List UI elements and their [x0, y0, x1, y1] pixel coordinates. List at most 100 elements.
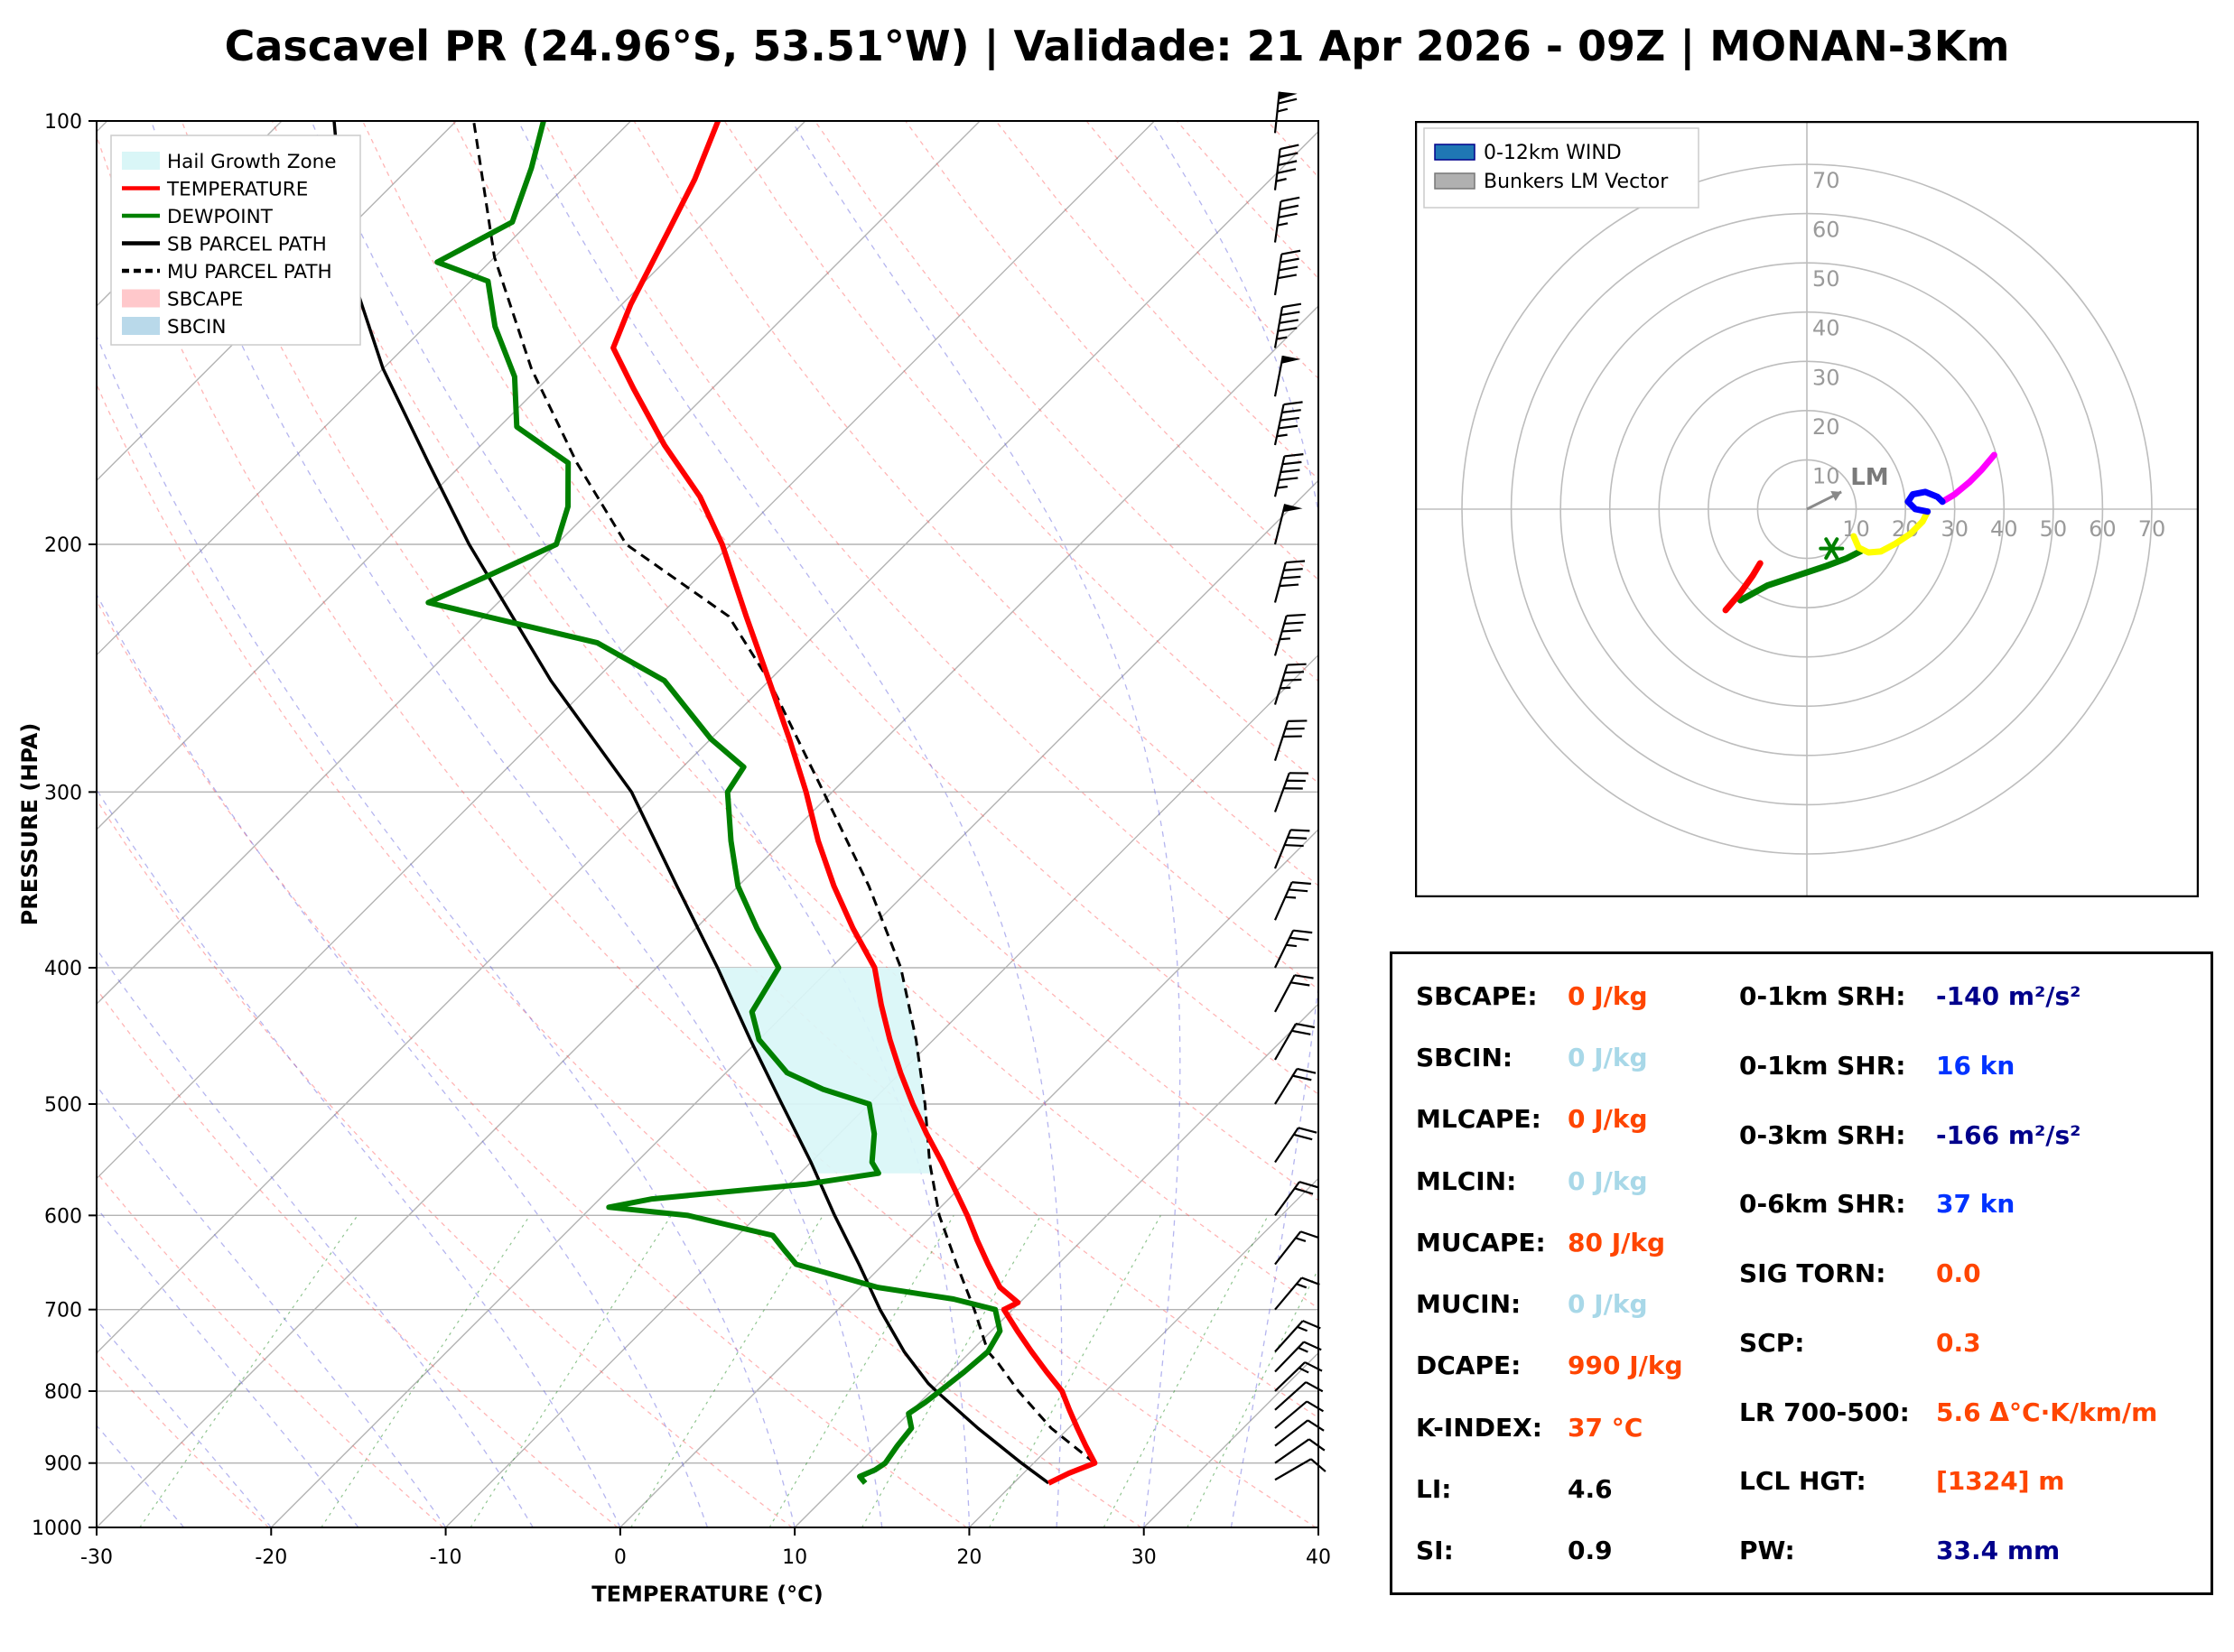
index-value: 37 kn — [1936, 1189, 2015, 1220]
hodo-segment-3-6km — [1850, 508, 1931, 556]
moist-adiabat — [517, 121, 1063, 1527]
sb-parcel-line — [332, 121, 1050, 1485]
svg-text:30: 30 — [1941, 516, 1969, 542]
hodograph-legend: 0-12km WIND Bunkers LM Vector — [1423, 127, 1699, 209]
dry-adiabat — [271, 121, 1318, 1310]
index-value: 37 °C — [1568, 1412, 1643, 1443]
svg-text:TEMPERATURE: TEMPERATURE — [166, 179, 308, 201]
svg-text:500: 500 — [44, 1094, 82, 1117]
svg-text:MU PARCEL PATH: MU PARCEL PATH — [167, 261, 332, 283]
index-row: 0-1km SHR: 16 kn — [1739, 1051, 2203, 1081]
indices-left-column: SBCAPE: 0 J/kg SBCIN: 0 J/kg MLCAPE: 0 J/kg ML… — [1416, 981, 1739, 1565]
svg-text:30: 30 — [1812, 365, 1840, 390]
index-label: SBCIN: — [1416, 1043, 1513, 1073]
dewpoint-line — [425, 121, 1003, 1485]
index-value: 0 J/kg — [1568, 1165, 1648, 1196]
mixing-ratio-line — [1187, 1267, 1318, 1527]
dry-adiabat — [452, 121, 1318, 1095]
svg-text:0-12km WIND: 0-12km WIND — [1484, 142, 1622, 164]
svg-text:400: 400 — [44, 958, 82, 980]
index-label: LI: — [1416, 1473, 1452, 1504]
chart-title: Cascavel PR (24.96°S, 53.51°W) | Validad… — [224, 22, 2010, 70]
temperature-axis-label: TEMPERATURE (°C) — [591, 1582, 824, 1607]
svg-text:300: 300 — [44, 782, 82, 804]
index-row: SI: 0.9 — [1416, 1536, 1739, 1565]
index-row: SBCIN: 0 J/kg — [1416, 1043, 1739, 1072]
svg-text:600: 600 — [44, 1205, 82, 1228]
svg-text:-30: -30 — [80, 1546, 113, 1569]
svg-text:DEWPOINT: DEWPOINT — [167, 206, 274, 228]
svg-text:Bunkers LM Vector: Bunkers LM Vector — [1484, 171, 1669, 193]
mixing-ratio-line — [139, 1215, 358, 1527]
skewt-profiles — [332, 121, 1098, 1486]
svg-text:40: 40 — [1812, 316, 1840, 341]
index-row: LI: 4.6 — [1416, 1474, 1739, 1504]
svg-text:SB PARCEL PATH: SB PARCEL PATH — [167, 234, 327, 256]
svg-text:50: 50 — [2040, 516, 2068, 542]
index-row: MUCIN: 0 J/kg — [1416, 1289, 1739, 1319]
indices-right-column: 0-1km SRH: -140 m²/s² 0-1km SHR: 16 kn 0-3km… — [1739, 981, 2203, 1565]
index-value: 33.4 mm — [1936, 1536, 2061, 1565]
svg-text:SBCIN: SBCIN — [167, 316, 226, 339]
index-label: LCL HGT: — [1739, 1466, 1866, 1497]
svg-text:30: 30 — [1131, 1546, 1157, 1569]
hodograph-trace — [1722, 451, 1997, 614]
svg-text:0: 0 — [614, 1546, 627, 1569]
dry-adiabat — [543, 121, 1318, 990]
dry-adiabat — [633, 121, 1318, 886]
temperature-line — [610, 121, 1098, 1486]
index-label: MLCAPE: — [1416, 1104, 1541, 1135]
moist-adiabat — [97, 593, 709, 1527]
index-value: 0 J/kg — [1568, 1043, 1648, 1073]
index-row: LR 700-500: 5.6 Δ°C·K/km/m — [1739, 1397, 2203, 1427]
index-value: 0.0 — [1936, 1258, 1981, 1288]
index-label: K-INDEX: — [1416, 1412, 1542, 1443]
svg-text:60: 60 — [2089, 516, 2117, 542]
svg-text:50: 50 — [1812, 266, 1840, 292]
index-row: 0-3km SRH: -166 m²/s² — [1739, 1120, 2203, 1150]
index-row: DCAPE: 990 J/kg — [1416, 1350, 1739, 1380]
index-value: 0.3 — [1936, 1327, 1981, 1358]
svg-text:100: 100 — [44, 111, 82, 134]
hodo-segment-9-12km — [1939, 451, 1997, 506]
index-value: 990 J/kg — [1568, 1350, 1683, 1381]
svg-text:70: 70 — [1812, 168, 1840, 193]
svg-text:20: 20 — [956, 1546, 982, 1569]
svg-text:-10: -10 — [430, 1546, 462, 1569]
dry-adiabat — [97, 599, 967, 1527]
dry-adiabat — [814, 121, 1318, 682]
svg-text:Hail Growth Zone: Hail Growth Zone — [167, 151, 337, 173]
svg-text:900: 900 — [44, 1453, 82, 1476]
svg-text:10: 10 — [1812, 463, 1840, 488]
hodo-segment-6-9km — [1904, 488, 1946, 515]
index-label: MUCAPE: — [1416, 1227, 1546, 1258]
index-label: SIG TORN: — [1739, 1258, 1886, 1288]
mixing-ratio-line — [321, 1215, 531, 1527]
index-label: 0-1km SRH: — [1739, 981, 1906, 1011]
svg-text:SBCAPE: SBCAPE — [167, 289, 243, 311]
svg-text:40: 40 — [1990, 516, 2018, 542]
svg-text:200: 200 — [44, 534, 82, 557]
index-label: PW: — [1739, 1536, 1795, 1565]
moist-adiabat — [150, 121, 883, 1527]
index-row: PW: 33.4 mm — [1739, 1536, 2203, 1565]
dry-adiabat — [723, 121, 1318, 784]
index-row: 0-6km SHR: 37 kn — [1739, 1189, 2203, 1219]
dry-adiabat — [1176, 121, 1318, 280]
svg-text:10: 10 — [782, 1546, 807, 1569]
mixing-ratio-line — [1103, 1215, 1269, 1527]
index-value: 4.6 — [1568, 1473, 1613, 1504]
dry-adiabat — [995, 121, 1318, 480]
index-value: -166 m²/s² — [1936, 1119, 2081, 1150]
index-label: 0-6km SHR: — [1739, 1189, 1906, 1220]
index-value: -140 m²/s² — [1936, 981, 2081, 1011]
svg-text:700: 700 — [44, 1300, 82, 1323]
svg-text:40: 40 — [1306, 1546, 1331, 1569]
dry-adiabat — [362, 121, 1318, 1202]
dry-adiabat — [1266, 121, 1318, 179]
svg-text:1000: 1000 — [32, 1517, 82, 1540]
